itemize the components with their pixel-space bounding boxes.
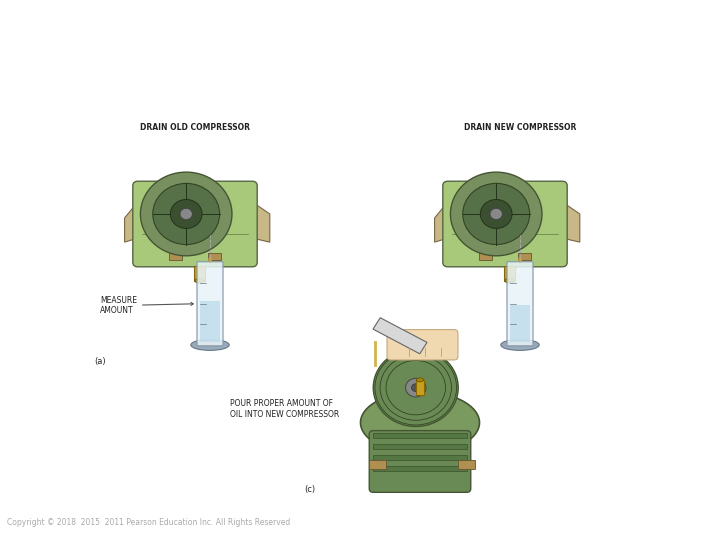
Ellipse shape xyxy=(361,392,480,454)
Text: DRAIN OLD COMPRESSOR: DRAIN OLD COMPRESSOR xyxy=(140,123,250,132)
Ellipse shape xyxy=(505,278,514,283)
Bar xyxy=(373,434,467,438)
Text: DRAIN NEW COMPRESSOR: DRAIN NEW COMPRESSOR xyxy=(464,123,576,132)
Text: FIGURE 3–30  (a) The oil should be drained from the old compressor (top left);: FIGURE 3–30 (a) The oil should be draine… xyxy=(9,7,657,22)
Text: Copyright © 2018  2015  2011 Pearson Education Inc. All Rights Reserved: Copyright © 2018 2015 2011 Pearson Educa… xyxy=(7,518,290,527)
Bar xyxy=(208,253,222,260)
Bar xyxy=(373,466,467,471)
Bar xyxy=(458,460,475,469)
Circle shape xyxy=(451,172,542,256)
Bar xyxy=(504,266,515,281)
Text: PEARSON: PEARSON xyxy=(599,512,711,532)
Text: oil from the new compressor (top right). (c) Pour the same amount of oil drained: oil from the new compressor (top right).… xyxy=(9,45,680,60)
Text: rotate the compressor shaft and the compressor to help the draining. (b) Drain t: rotate the compressor shaft and the comp… xyxy=(9,26,701,41)
FancyBboxPatch shape xyxy=(132,181,257,267)
Bar xyxy=(200,301,220,342)
Polygon shape xyxy=(435,202,448,242)
Text: from the old compressor or the amount specified by the compressor manufacturer: from the old compressor or the amount sp… xyxy=(9,64,694,79)
FancyBboxPatch shape xyxy=(507,262,533,346)
Text: (a): (a) xyxy=(94,357,106,366)
Polygon shape xyxy=(562,202,580,242)
Bar xyxy=(373,444,467,449)
Circle shape xyxy=(171,199,202,228)
Bar xyxy=(518,253,531,260)
Circle shape xyxy=(490,208,503,220)
Circle shape xyxy=(180,208,192,220)
FancyBboxPatch shape xyxy=(387,329,458,360)
Bar xyxy=(510,305,530,342)
Bar xyxy=(415,380,424,395)
Ellipse shape xyxy=(195,278,204,283)
Polygon shape xyxy=(373,318,427,354)
FancyBboxPatch shape xyxy=(369,430,471,492)
Text: POUR PROPER AMOUNT OF
OIL INTO NEW COMPRESSOR: POUR PROPER AMOUNT OF OIL INTO NEW COMPR… xyxy=(230,399,339,418)
Polygon shape xyxy=(125,202,138,242)
Text: (c): (c) xyxy=(305,485,315,494)
Polygon shape xyxy=(252,202,270,242)
FancyBboxPatch shape xyxy=(197,262,223,346)
Ellipse shape xyxy=(191,340,229,350)
Circle shape xyxy=(412,384,420,392)
Ellipse shape xyxy=(208,257,212,262)
Bar xyxy=(194,266,204,281)
Text: of the proper oil into the new compressor (lower).: of the proper oil into the new compresso… xyxy=(9,83,425,98)
Bar xyxy=(479,253,492,260)
Circle shape xyxy=(373,349,458,427)
Ellipse shape xyxy=(518,257,522,262)
Ellipse shape xyxy=(417,378,423,382)
Bar xyxy=(373,455,467,460)
Circle shape xyxy=(480,199,512,228)
Circle shape xyxy=(405,379,426,397)
Circle shape xyxy=(153,184,220,245)
Circle shape xyxy=(463,184,530,245)
Bar xyxy=(168,253,181,260)
Text: (b): (b) xyxy=(409,357,421,366)
Bar xyxy=(369,460,386,469)
Circle shape xyxy=(140,172,232,256)
Text: MEASURE
AMOUNT: MEASURE AMOUNT xyxy=(100,296,193,315)
Ellipse shape xyxy=(501,340,539,350)
FancyBboxPatch shape xyxy=(443,181,567,267)
